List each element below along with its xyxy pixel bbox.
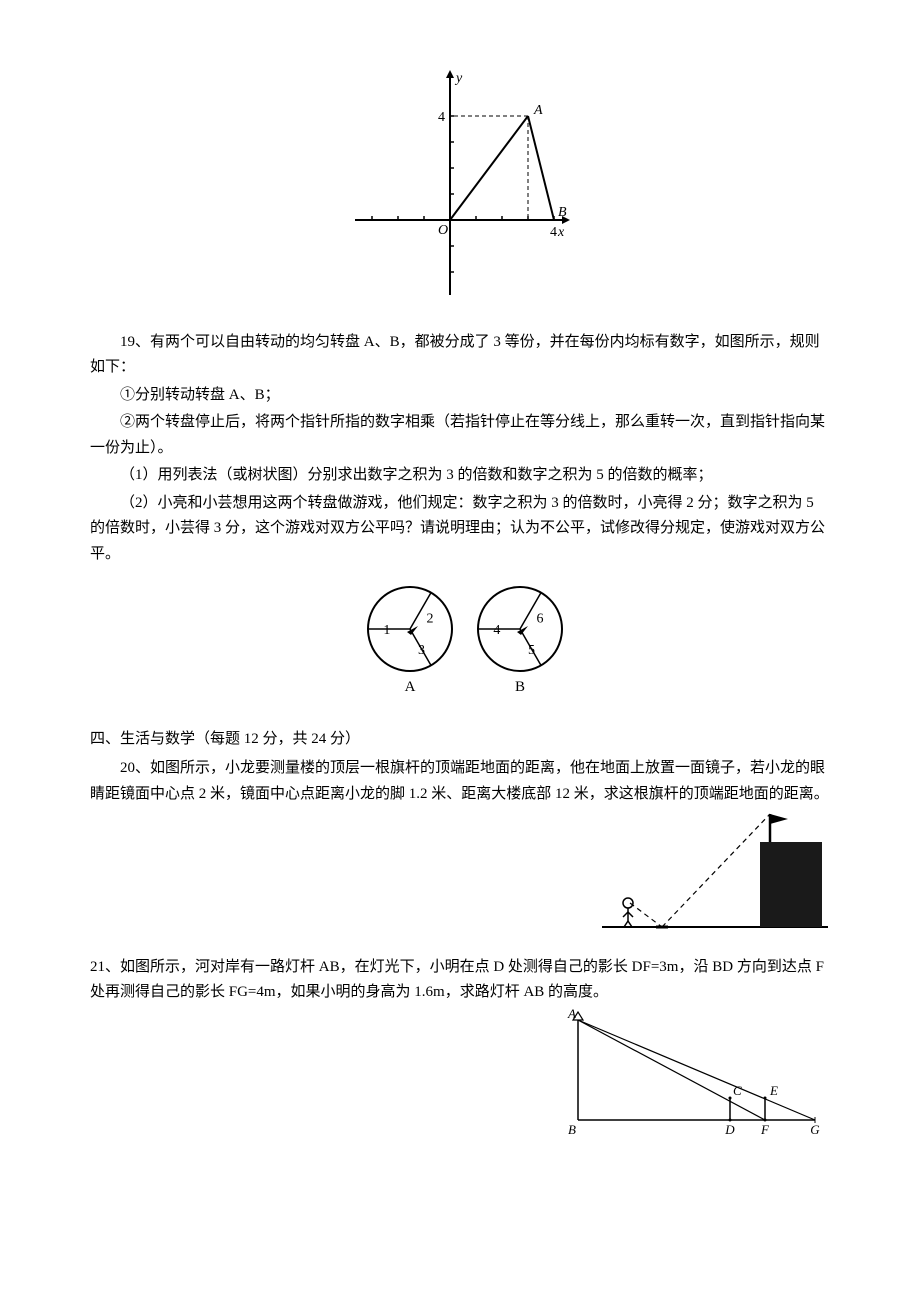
graph-figure: OxyAB44 — [90, 70, 830, 310]
q19-intro: 19、有两个可以自由转动的均匀转盘 A、B，都被分成了 3 等份，并在每份内均标… — [90, 330, 830, 381]
svg-text:A: A — [567, 1008, 576, 1021]
lamp-figure-wrap: A B C D E F G — [560, 1008, 830, 1148]
svg-text:F: F — [760, 1122, 770, 1137]
q19-sub1: （1）用列表法（或树状图）分别求出数字之积为 3 的倍数和数字之积为 5 的倍数… — [90, 463, 830, 489]
lamp-diagram: A B C D E F G — [560, 1008, 830, 1138]
svg-text:x: x — [557, 225, 565, 240]
svg-text:y: y — [454, 71, 463, 86]
svg-text:A: A — [533, 103, 543, 118]
svg-text:1: 1 — [383, 623, 390, 638]
spinner-diagram: 1 2 3 A 4 6 5 B — [340, 577, 580, 697]
svg-text:E: E — [769, 1083, 778, 1098]
svg-text:O: O — [438, 223, 448, 238]
spinners-figure: 1 2 3 A 4 6 5 B — [90, 577, 830, 707]
q19-rule2: ②两个转盘停止后，将两个指针所指的数字相乘（若指针停止在等分线上，那么重转一次，… — [90, 410, 830, 461]
building-diagram — [600, 809, 830, 939]
coordinate-graph: OxyAB44 — [350, 70, 570, 300]
svg-text:4: 4 — [438, 110, 445, 125]
svg-text:5: 5 — [528, 643, 535, 658]
q21-text: 21、如图所示，河对岸有一路灯杆 AB，在灯光下，小明在点 D 处测得自己的影长… — [90, 955, 830, 1006]
q19-sub2: （2）小亮和小芸想用这两个转盘做游戏，他们规定：数字之积为 3 的倍数时，小亮得… — [90, 491, 830, 568]
svg-text:B: B — [515, 679, 525, 695]
svg-text:6: 6 — [537, 611, 544, 626]
svg-text:4: 4 — [550, 225, 557, 240]
svg-text:4: 4 — [493, 623, 500, 638]
q20-text: 20、如图所示，小龙要测量楼的顶层一根旗杆的顶端距地面的距离，他在地面上放置一面… — [90, 756, 830, 807]
svg-text:B: B — [568, 1122, 576, 1137]
building-figure-wrap — [600, 809, 830, 949]
svg-text:3: 3 — [418, 643, 425, 658]
svg-text:G: G — [810, 1122, 820, 1137]
svg-text:A: A — [405, 679, 416, 695]
svg-text:C: C — [733, 1083, 742, 1098]
section-4-title: 四、生活与数学（每题 12 分，共 24 分） — [90, 727, 830, 753]
svg-text:B: B — [558, 205, 567, 220]
svg-text:2: 2 — [427, 611, 434, 626]
q19-rule1: ①分别转动转盘 A、B； — [90, 383, 830, 409]
svg-text:D: D — [724, 1122, 735, 1137]
